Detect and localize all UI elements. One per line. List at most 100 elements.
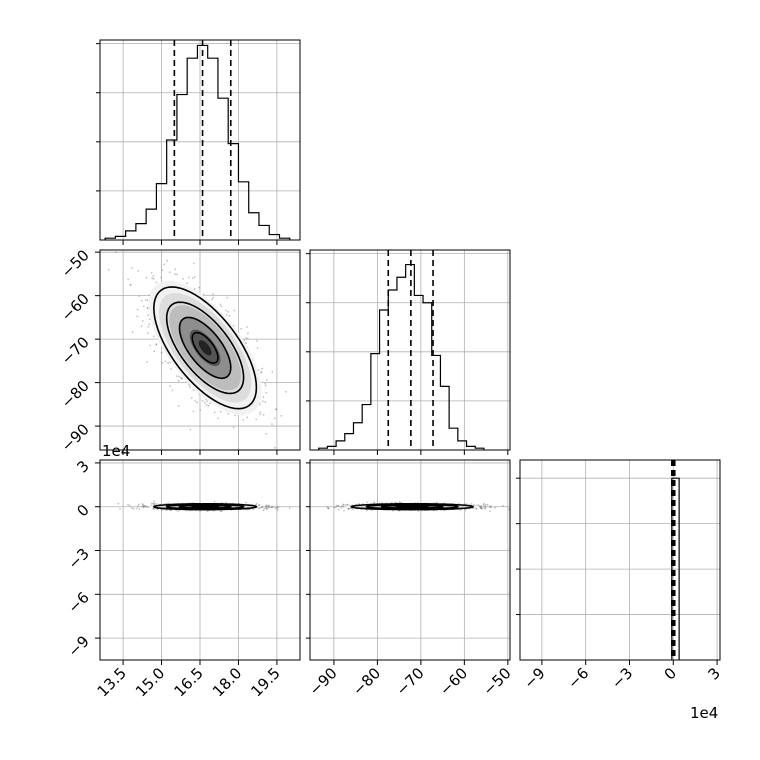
x-tick-label: −3: [608, 664, 636, 692]
scatter-point: [246, 337, 249, 340]
scatter-point: [137, 503, 140, 506]
scatter-point: [477, 504, 480, 506]
scatter-point: [193, 262, 195, 265]
scatter-point: [205, 404, 208, 406]
scatter-point: [220, 510, 222, 513]
scatter-point: [484, 503, 487, 506]
scatter-point: [142, 503, 144, 506]
scatter-point: [119, 508, 121, 510]
scatter-point: [167, 362, 170, 364]
scatter-point: [196, 401, 199, 404]
scatter-point: [326, 506, 328, 508]
scatter-point: [266, 506, 268, 508]
scatter-point: [152, 502, 155, 505]
scatter-point: [486, 503, 489, 506]
scatter-point: [152, 275, 155, 277]
scatter-point: [138, 295, 141, 297]
scatter-point: [170, 368, 172, 370]
scatter-point: [144, 505, 147, 508]
scatter-point: [182, 277, 184, 280]
scatter-point: [262, 451, 264, 453]
scatter-point: [177, 375, 180, 378]
y-tick-label: −60: [58, 290, 93, 325]
density-contour: [350, 502, 475, 511]
scatter-point: [274, 507, 277, 509]
scatter-point: [270, 506, 272, 509]
scatter-point: [258, 504, 260, 506]
x-tick-label: −9: [520, 664, 548, 692]
scatter-point: [157, 508, 159, 511]
scatter-point: [288, 507, 291, 510]
scatter-point: [274, 408, 277, 411]
joint-panel-0: [99, 249, 301, 453]
scatter-point: [181, 378, 183, 380]
scatter-point: [232, 426, 235, 429]
scatter-point: [225, 501, 227, 504]
scatter-point: [494, 506, 496, 509]
scatter-point: [155, 503, 158, 505]
histogram-panel-0: [96, 39, 301, 241]
x-tick-label: 0: [661, 664, 680, 683]
scatter-point: [227, 310, 230, 313]
scatter-point: [245, 337, 248, 339]
scatter-point: [265, 508, 268, 511]
scatter-point: [261, 400, 264, 403]
scatter-point: [262, 396, 265, 398]
scatter-point: [266, 379, 268, 381]
scatter-point: [141, 320, 144, 322]
scatter-point: [107, 268, 110, 271]
scatter-point: [209, 402, 212, 405]
scatter-point: [479, 507, 482, 509]
scatter-point: [262, 413, 265, 416]
scatter-point: [271, 423, 273, 426]
scatter-point: [259, 413, 261, 416]
density-level: [198, 340, 212, 356]
scatter-point: [483, 506, 485, 508]
scatter-point: [366, 509, 368, 512]
density-contour: [165, 301, 245, 395]
x-tick-label: 19.5: [247, 664, 283, 700]
scatter-point: [155, 343, 158, 346]
scatter-point: [166, 259, 169, 262]
panel-frame: [309, 459, 511, 661]
scatter-point: [213, 500, 216, 503]
scatter-point: [381, 502, 383, 504]
scatter-point: [475, 508, 478, 510]
scatter-point: [131, 507, 133, 509]
x-tick-label: −90: [306, 664, 341, 699]
histogram-step: [671, 477, 680, 660]
y-tick-label: 0: [73, 501, 92, 520]
y-tick-label: −3: [64, 545, 92, 573]
x-tick-label: 15.0: [132, 664, 168, 700]
scatter-point: [443, 509, 446, 512]
y-tick-label: −80: [58, 377, 93, 412]
scatter-point: [199, 510, 201, 512]
scatter-point: [194, 400, 197, 402]
joint-panel-1: [99, 459, 301, 661]
scatter-point: [480, 507, 482, 509]
scatter-point: [337, 505, 340, 508]
scatter-point: [136, 507, 138, 510]
scatter-point: [141, 505, 144, 508]
scatter-point: [212, 293, 214, 296]
scatter-point: [277, 506, 280, 508]
scatter-point: [242, 419, 245, 421]
scatter-point: [220, 510, 223, 512]
scatter-point: [261, 367, 264, 370]
scatter-point: [144, 505, 146, 508]
scatter-point: [262, 509, 265, 512]
scatter-point: [342, 503, 345, 506]
scatter-point: [273, 417, 276, 420]
scatter-point: [161, 269, 164, 272]
scatter-point: [490, 506, 493, 509]
scatter-point: [199, 409, 202, 411]
scatter-point: [193, 276, 196, 278]
scatter-point: [131, 267, 134, 269]
scatter-point: [140, 325, 143, 328]
scatter-point: [347, 507, 350, 510]
x-tick-label: −80: [349, 664, 384, 699]
density-contour: [395, 505, 429, 509]
scatter-point: [459, 509, 462, 511]
scatter-point: [228, 315, 231, 317]
scatter-point: [257, 369, 260, 371]
